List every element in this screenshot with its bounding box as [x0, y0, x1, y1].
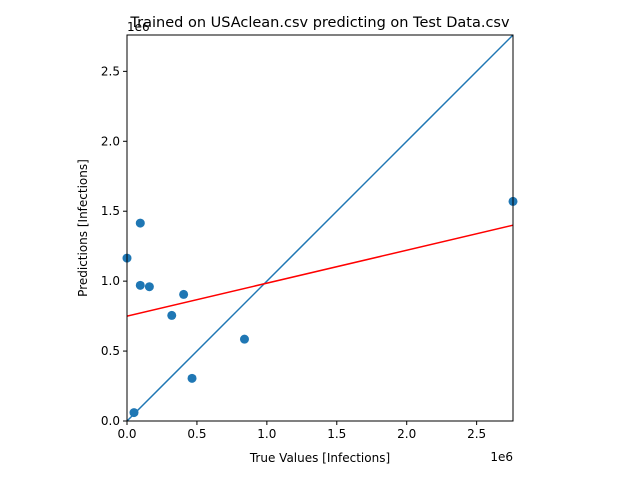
- x-tick-label: 1.0: [257, 427, 276, 441]
- data-point: [179, 289, 189, 299]
- lines-layer: [126, 34, 514, 422]
- y-tick-label: 2.0: [101, 134, 120, 148]
- plot-area: [122, 34, 518, 422]
- data-point: [239, 334, 249, 344]
- data-point: [167, 310, 177, 320]
- identity-line: [126, 34, 514, 422]
- data-point: [129, 408, 139, 418]
- data-point: [135, 280, 145, 290]
- x-offset-label: 1e6: [490, 450, 513, 464]
- y-tick-label: 1.5: [101, 204, 120, 218]
- x-axis-label: True Values [Infections]: [249, 451, 390, 465]
- y-axis: 0.0 0.5 1.0 1.5 2.0 2.5: [101, 64, 127, 428]
- x-tick-label: 0.5: [187, 427, 206, 441]
- data-point: [135, 218, 145, 228]
- y-tick-label: 0.5: [101, 344, 120, 358]
- y-axis-label: Predictions [Infections]: [76, 159, 90, 297]
- axes-frame: [126, 34, 514, 422]
- y-tick-label: 1.0: [101, 274, 120, 288]
- data-point: [144, 282, 154, 292]
- x-tick-label: 2.5: [467, 427, 486, 441]
- data-point: [187, 373, 197, 383]
- fit-line: [126, 224, 514, 317]
- y-offset-label: 1e6: [127, 20, 150, 34]
- x-tick-label: 2.0: [397, 427, 416, 441]
- y-tick-label: 0.0: [101, 414, 120, 428]
- x-axis: 0.0 0.5 1.0 1.5 2.0 2.5: [117, 421, 486, 441]
- chart-title: Trained on USAclean.csv predicting on Te…: [129, 15, 510, 31]
- x-tick-label: 1.5: [327, 427, 346, 441]
- x-tick-label: 0.0: [117, 427, 136, 441]
- y-tick-label: 2.5: [101, 64, 120, 78]
